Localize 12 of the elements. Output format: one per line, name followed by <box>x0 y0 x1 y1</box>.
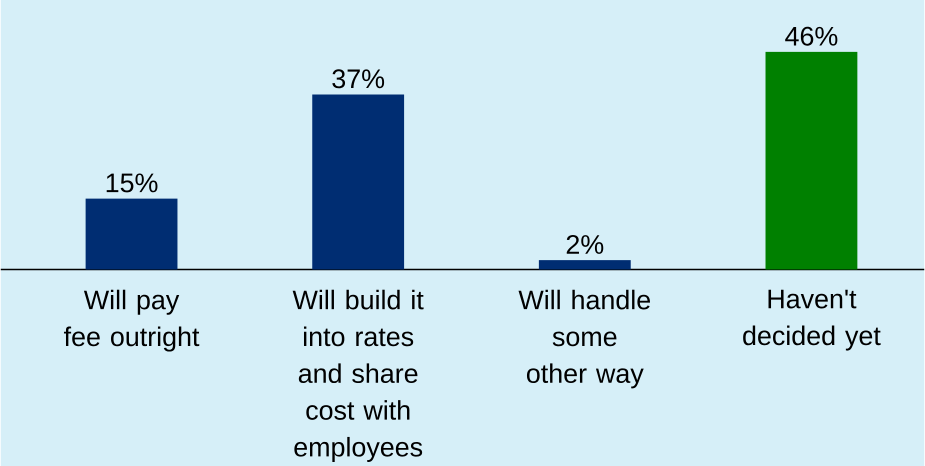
bar <box>86 198 178 270</box>
x-tick-label: Will build it into rates and share cost with employees <box>292 290 424 462</box>
x-tick-label: Will pay fee outright <box>64 290 200 352</box>
bar <box>312 94 404 270</box>
x-tick-label: Haven't decided yet <box>743 290 881 350</box>
x-tick-label: Will handle some other way <box>518 290 650 388</box>
bar <box>766 52 858 270</box>
data-label: 37% <box>332 69 384 88</box>
data-label: 15% <box>106 173 158 192</box>
bar <box>538 260 631 270</box>
data-label: 2% <box>566 234 604 254</box>
data-label: 46% <box>785 26 838 46</box>
